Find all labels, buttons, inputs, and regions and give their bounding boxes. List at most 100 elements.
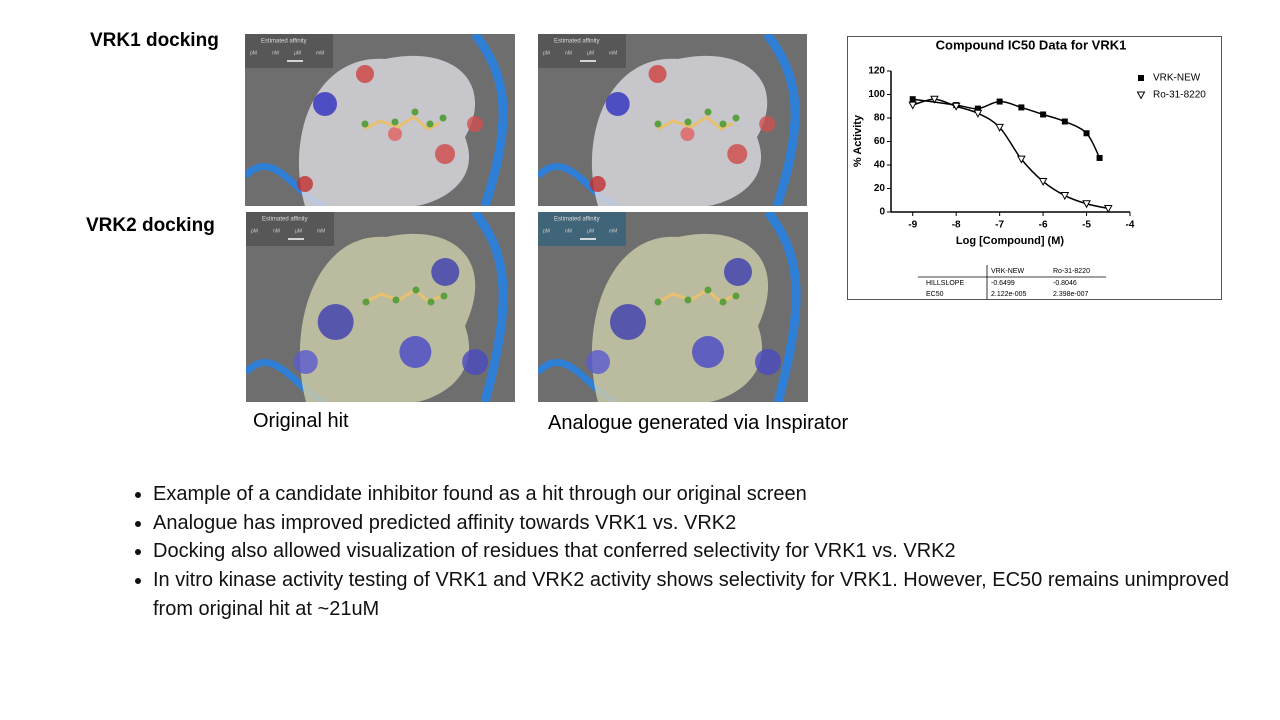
x-tick-label: -8 — [952, 220, 961, 231]
widget — [245, 34, 333, 68]
y-tick-label: 20 — [874, 183, 886, 194]
widget-title: Estimated affinity — [262, 217, 308, 223]
ligand-atom — [719, 120, 727, 128]
ligand-atom — [362, 298, 370, 306]
point — [1082, 200, 1091, 209]
table-cell: HILLSLOPE — [926, 280, 964, 287]
ligand-atom — [392, 296, 400, 304]
point — [1017, 155, 1026, 164]
legend-label: VRK-NEW — [1153, 73, 1201, 84]
point — [951, 102, 961, 111]
protein-ribbon — [471, 212, 508, 402]
widget-scale: nM — [273, 228, 280, 234]
ligand-atom — [439, 114, 447, 122]
widget-scale: pM — [250, 50, 257, 56]
widget-scale: nM — [565, 228, 572, 234]
widget-scale: μM — [295, 228, 302, 234]
protein-ribbon — [763, 34, 800, 206]
atom — [727, 144, 748, 164]
caption: Original hit — [253, 410, 349, 432]
ligand-atom — [412, 286, 420, 294]
ligand-atom — [654, 120, 662, 128]
atom — [356, 65, 374, 83]
ligand-atom — [704, 108, 712, 116]
protein-ribbon — [764, 212, 801, 402]
docking-image: Estimated affinity pM nM μM mM — [538, 212, 808, 402]
point — [1096, 154, 1103, 161]
x-axis-label: Log [Compound] (M) — [956, 235, 1064, 247]
y-tick-label: 0 — [879, 207, 885, 218]
ligand-atom — [732, 292, 740, 300]
widget — [538, 34, 626, 68]
table-cell: -0.8046 — [1053, 280, 1077, 287]
bullet: Analogue has improved predicted affinity… — [153, 509, 1238, 538]
widget-scale: mM — [316, 50, 324, 56]
widget-scale: μM — [587, 50, 594, 56]
table-cell: EC50 — [926, 291, 944, 298]
bullet: Example of a candidate inhibitor found a… — [153, 480, 1238, 509]
protein-ribbon — [471, 34, 508, 206]
atom — [759, 116, 776, 132]
point — [995, 123, 1004, 132]
atom — [680, 127, 695, 141]
widget — [246, 212, 334, 246]
widget-scale: nM — [565, 50, 572, 56]
atom — [589, 176, 606, 192]
atom — [467, 116, 483, 132]
atom — [610, 304, 646, 340]
atom — [435, 144, 455, 164]
widget-scale: nM — [272, 50, 279, 56]
table-header: VRK-NEW — [991, 268, 1024, 275]
caption: Analogue generated via Inspirator — [548, 412, 849, 434]
widget-scale: mM — [317, 228, 325, 234]
x-tick-label: -6 — [1039, 220, 1048, 231]
point — [996, 98, 1003, 105]
ligand-atom — [704, 286, 712, 294]
atom — [317, 304, 354, 340]
atom — [388, 127, 402, 141]
y-tick-label: 80 — [874, 113, 886, 124]
surface — [298, 55, 476, 206]
atom — [431, 258, 460, 286]
point — [1103, 204, 1113, 214]
atom — [313, 92, 337, 116]
atom — [605, 92, 630, 116]
ligand-atom — [732, 114, 740, 122]
widget — [538, 212, 626, 246]
widget-scale: μM — [587, 228, 594, 234]
point — [909, 96, 916, 103]
point — [1060, 192, 1070, 201]
widget-scale: μM — [294, 50, 301, 56]
y-axis-label: % Activity — [852, 114, 864, 167]
fit-curve — [912, 98, 1101, 159]
ligand — [364, 115, 441, 131]
point — [930, 95, 939, 104]
atom — [755, 349, 781, 375]
x-tick-label: -4 — [1126, 220, 1135, 231]
docking-image: Estimated affinity pM nM μM mM — [538, 34, 807, 206]
y-tick-label: 120 — [868, 66, 885, 77]
docking-image: Estimated affinity pM nM μM mM — [245, 34, 515, 206]
bullet: Docking also allowed visualization of re… — [153, 537, 1238, 566]
chart-frame: Compound IC50 Data for VRK1 % Activity L… — [847, 36, 1222, 300]
widget-scale: pM — [543, 50, 550, 56]
widget-scale: mM — [609, 228, 617, 234]
docking-image: Estimated affinity pM nM μM mM — [246, 212, 515, 402]
surface — [591, 55, 768, 206]
atom — [586, 350, 610, 374]
widget-scale: pM — [251, 228, 258, 234]
ligand-atom — [654, 298, 662, 306]
ligand-atom — [440, 292, 448, 300]
widget-title: Estimated affinity — [554, 39, 600, 45]
point — [1083, 130, 1090, 137]
row-label: VRK2 docking — [86, 215, 215, 236]
x-tick-label: -9 — [908, 220, 917, 231]
widget-scale: mM — [609, 50, 617, 56]
ligand-atom — [719, 298, 727, 306]
ligand-atom — [684, 296, 692, 304]
legend-marker — [1138, 75, 1144, 81]
table-cell: -0.6499 — [991, 280, 1015, 287]
fit-curve — [912, 98, 1109, 210]
atom — [692, 336, 724, 368]
ligand-atom — [411, 108, 419, 116]
